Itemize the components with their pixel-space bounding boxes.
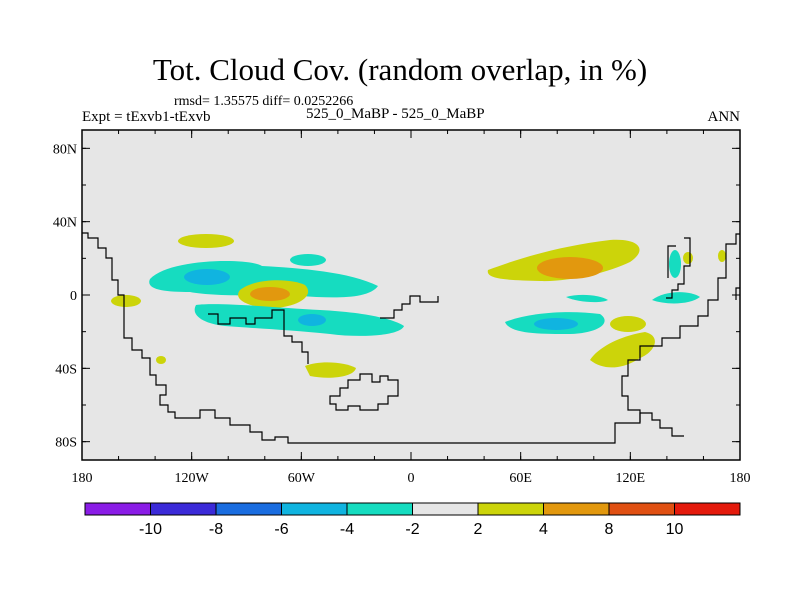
- y-tick-label: 0: [70, 289, 77, 304]
- anomaly-pos: [590, 332, 655, 368]
- axis-labels: 180 120W 60W 0 60E 120E 180 80N 40N 0 40S 80S: [53, 142, 751, 486]
- y-tick-label: 40N: [53, 216, 77, 231]
- anomaly-neg: [184, 269, 230, 285]
- colorbar-bin: [346, 502, 413, 516]
- colorbar-label: 10: [666, 521, 684, 538]
- y-tick-label: 40S: [55, 362, 77, 377]
- anomaly-neg: [298, 314, 326, 326]
- anomaly-pos: [305, 362, 356, 378]
- x-tick-label: 60W: [288, 471, 316, 486]
- anomaly-pos: [683, 252, 693, 264]
- colorbar-bin: [477, 502, 544, 516]
- anomaly-neg: [669, 250, 681, 278]
- plot-background: [82, 130, 740, 460]
- anomaly-pos: [718, 250, 726, 262]
- x-tick-label: 120E: [616, 471, 646, 486]
- colorbar-bin: [543, 502, 610, 516]
- anomaly-pos: [156, 356, 166, 364]
- x-tick-label: 120W: [175, 471, 210, 486]
- y-tick-label: 80S: [55, 436, 77, 451]
- anomaly-pos: [537, 257, 603, 279]
- colorbar-label: -4: [340, 521, 354, 538]
- x-tick-label: 180: [72, 471, 93, 486]
- colorbar-bin: [84, 502, 151, 516]
- colorbar-label: -6: [274, 521, 288, 538]
- colorbar-bin: [412, 502, 479, 516]
- anomaly-neg: [652, 292, 700, 304]
- colorbar-label: 2: [474, 521, 483, 538]
- x-tick-label: 180: [730, 471, 751, 486]
- anomaly-field-layer: [111, 234, 726, 378]
- season-label: ANN: [707, 109, 741, 125]
- colorbar: -10 -8 -6 -4 -2 2 4 8 10: [84, 502, 741, 538]
- anomaly-pos: [250, 287, 290, 301]
- chart-title: Tot. Cloud Cov. (random overlap, in %): [152, 52, 648, 87]
- colorbar-label: 8: [605, 521, 614, 538]
- colorbar-label: -8: [209, 521, 223, 538]
- anomaly-neg: [566, 294, 608, 303]
- colorbar-label: -10: [139, 521, 162, 538]
- stats-line: rmsd= 1.35575 diff= 0.0252266: [174, 94, 354, 109]
- anomaly-neg: [290, 254, 326, 266]
- x-tick-label: 0: [408, 471, 415, 486]
- colorbar-bin: [281, 502, 348, 516]
- y-tick-label: 80N: [53, 142, 77, 157]
- coastlines: [82, 232, 740, 444]
- anomaly-pos: [111, 295, 141, 307]
- axis-ticks: [81, 130, 741, 460]
- case-label: 525_0_MaBP - 525_0_MaBP: [306, 106, 485, 122]
- experiment-label: Expt = tExvb1-tExvb: [82, 109, 211, 125]
- colorbar-bin: [150, 502, 217, 516]
- colorbar-label: -2: [405, 521, 419, 538]
- colorbar-label: 4: [539, 521, 548, 538]
- anomaly-pos: [178, 234, 234, 248]
- colorbar-bin: [215, 502, 282, 516]
- anomaly-pos: [610, 316, 646, 332]
- colorbar-bin: [608, 502, 675, 516]
- anomaly-neg: [534, 318, 578, 330]
- colorbar-bin: [674, 502, 741, 516]
- x-tick-label: 60E: [509, 471, 532, 486]
